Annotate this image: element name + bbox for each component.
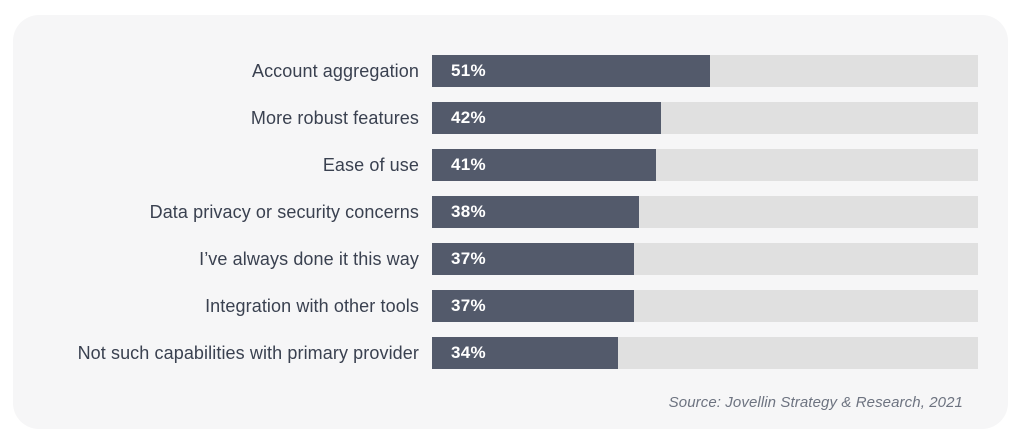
bar-fill: 34% xyxy=(432,337,618,369)
bar-chart: Account aggregation 51% More robust feat… xyxy=(13,55,978,369)
bar-value-label: 42% xyxy=(451,108,486,127)
chart-card: Account aggregation 51% More robust feat… xyxy=(13,15,1008,429)
bar-fill: 37% xyxy=(432,290,635,322)
bar-value-label: 34% xyxy=(451,343,486,362)
bar-track: 37% xyxy=(432,290,978,322)
bar-value-label: 37% xyxy=(451,249,486,268)
bar-value-label: 41% xyxy=(451,155,486,174)
bar-fill: 38% xyxy=(432,196,640,228)
category-label: Data privacy or security concerns xyxy=(149,202,419,222)
bar-value-label: 38% xyxy=(451,202,486,221)
bar-track: 37% xyxy=(432,243,978,275)
bar-fill: 51% xyxy=(432,55,711,87)
bar-row: Integration with other tools 37% xyxy=(13,290,978,322)
category-label: Account aggregation xyxy=(251,61,419,81)
bar-value-label: 37% xyxy=(451,296,486,315)
bar-fill: 37% xyxy=(432,243,635,275)
bar-row: More robust features 42% xyxy=(13,102,978,134)
bar-fill: 42% xyxy=(432,102,662,134)
bar-row: Data privacy or security concerns 38% xyxy=(13,196,978,228)
category-label: I’ve always done it this way xyxy=(199,249,419,269)
category-label: More robust features xyxy=(250,108,419,128)
source-caption: Source: Jovellin Strategy & Research, 20… xyxy=(668,394,963,411)
bar-track: 51% xyxy=(432,55,978,87)
bar-track: 42% xyxy=(432,102,978,134)
bar-row: Ease of use 41% xyxy=(13,149,978,181)
category-label: Not such capabilities with primary provi… xyxy=(77,343,419,363)
bar-fill: 41% xyxy=(432,149,656,181)
bar-track: 41% xyxy=(432,149,978,181)
category-label: Integration with other tools xyxy=(205,296,419,316)
bar-value-label: 51% xyxy=(451,61,486,80)
category-label: Ease of use xyxy=(322,155,419,175)
bar-row: I’ve always done it this way 37% xyxy=(13,243,978,275)
bar-row: Not such capabilities with primary provi… xyxy=(13,337,978,369)
bar-track: 38% xyxy=(432,196,978,228)
bar-track: 34% xyxy=(432,337,978,369)
bar-row: Account aggregation 51% xyxy=(13,55,978,87)
